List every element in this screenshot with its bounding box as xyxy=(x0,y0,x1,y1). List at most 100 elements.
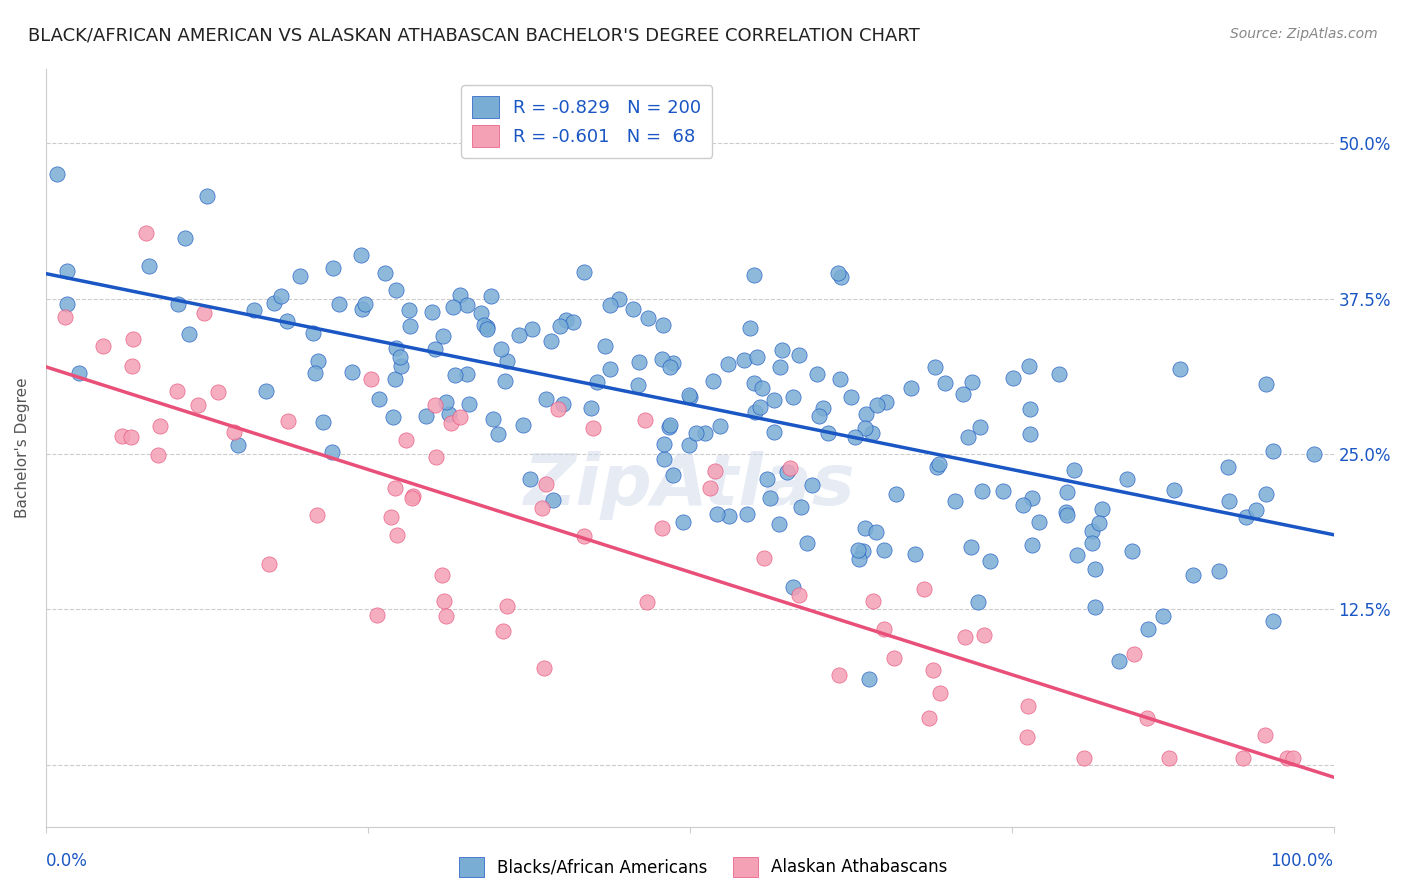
Point xyxy=(122,332,145,346)
Point xyxy=(1084,599,1107,614)
Point xyxy=(121,359,143,373)
Point xyxy=(914,582,936,596)
Point xyxy=(782,390,804,404)
Point xyxy=(167,297,190,311)
Point xyxy=(827,266,849,280)
Point xyxy=(779,461,801,475)
Point xyxy=(444,368,467,382)
Point xyxy=(389,359,412,374)
Point xyxy=(512,418,534,433)
Point xyxy=(226,438,249,452)
Point xyxy=(862,593,884,607)
Point xyxy=(389,350,412,364)
Point xyxy=(744,268,766,282)
Legend: Blacks/African Americans, Alaskan Athabascans: Blacks/African Americans, Alaskan Athaba… xyxy=(453,850,953,884)
Point xyxy=(290,269,312,284)
Point xyxy=(749,400,772,414)
Point xyxy=(551,397,574,411)
Point xyxy=(174,231,197,245)
Point xyxy=(709,418,731,433)
Point xyxy=(627,355,650,369)
Point xyxy=(662,356,685,370)
Point xyxy=(111,429,134,443)
Point xyxy=(1018,359,1040,373)
Point xyxy=(952,386,974,401)
Point xyxy=(806,367,828,381)
Point xyxy=(782,580,804,594)
Point xyxy=(1157,751,1180,765)
Point xyxy=(67,366,90,380)
Point xyxy=(763,425,786,439)
Point xyxy=(486,427,509,442)
Point xyxy=(699,482,721,496)
Point xyxy=(533,661,555,675)
Point xyxy=(634,413,657,427)
Point xyxy=(865,525,887,540)
Point xyxy=(45,167,67,181)
Point xyxy=(762,393,785,408)
Point xyxy=(368,392,391,406)
Text: BLACK/AFRICAN AMERICAN VS ALASKAN ATHABASCAN BACHELOR'S DEGREE CORRELATION CHART: BLACK/AFRICAN AMERICAN VS ALASKAN ATHABA… xyxy=(28,27,920,45)
Point xyxy=(492,624,515,638)
Point xyxy=(636,595,658,609)
Point xyxy=(543,493,565,508)
Point xyxy=(479,289,502,303)
Point xyxy=(884,487,907,501)
Point xyxy=(456,298,478,312)
Point xyxy=(637,310,659,325)
Point xyxy=(380,509,402,524)
Point xyxy=(789,348,811,362)
Point xyxy=(960,375,983,389)
Point xyxy=(207,385,229,400)
Point xyxy=(193,306,215,320)
Point xyxy=(572,529,595,543)
Point xyxy=(801,478,824,492)
Point xyxy=(658,420,681,434)
Point xyxy=(873,622,896,636)
Text: ZipAtlas: ZipAtlas xyxy=(524,451,856,520)
Point xyxy=(430,568,453,582)
Point xyxy=(957,430,980,444)
Point xyxy=(1081,535,1104,549)
Point xyxy=(1021,538,1043,552)
Text: Source: ZipAtlas.com: Source: ZipAtlas.com xyxy=(1230,27,1378,41)
Point xyxy=(360,372,382,386)
Point xyxy=(120,430,142,444)
Point xyxy=(53,310,76,325)
Point xyxy=(277,413,299,427)
Point xyxy=(56,264,79,278)
Point xyxy=(350,248,373,262)
Point xyxy=(925,459,948,474)
Point xyxy=(960,540,983,554)
Point xyxy=(441,301,464,315)
Point xyxy=(678,438,700,452)
Point xyxy=(1054,505,1077,519)
Point xyxy=(652,452,675,467)
Point xyxy=(436,395,458,409)
Point xyxy=(828,667,851,681)
Point xyxy=(1254,486,1277,500)
Point xyxy=(496,599,519,614)
Point xyxy=(177,326,200,341)
Point xyxy=(756,472,779,486)
Point xyxy=(693,425,716,440)
Point xyxy=(475,322,498,336)
Point xyxy=(704,464,727,478)
Point xyxy=(744,405,766,419)
Point xyxy=(536,392,558,407)
Point xyxy=(312,415,335,429)
Point xyxy=(458,397,481,411)
Point xyxy=(470,306,492,320)
Point xyxy=(860,425,883,440)
Point xyxy=(385,341,408,355)
Point xyxy=(1056,508,1078,522)
Point xyxy=(585,375,607,389)
Point xyxy=(187,398,209,412)
Point xyxy=(742,376,765,390)
Point xyxy=(848,551,870,566)
Point xyxy=(1063,463,1085,477)
Point xyxy=(398,318,420,333)
Point xyxy=(651,521,673,535)
Point xyxy=(651,351,673,366)
Point xyxy=(830,269,852,284)
